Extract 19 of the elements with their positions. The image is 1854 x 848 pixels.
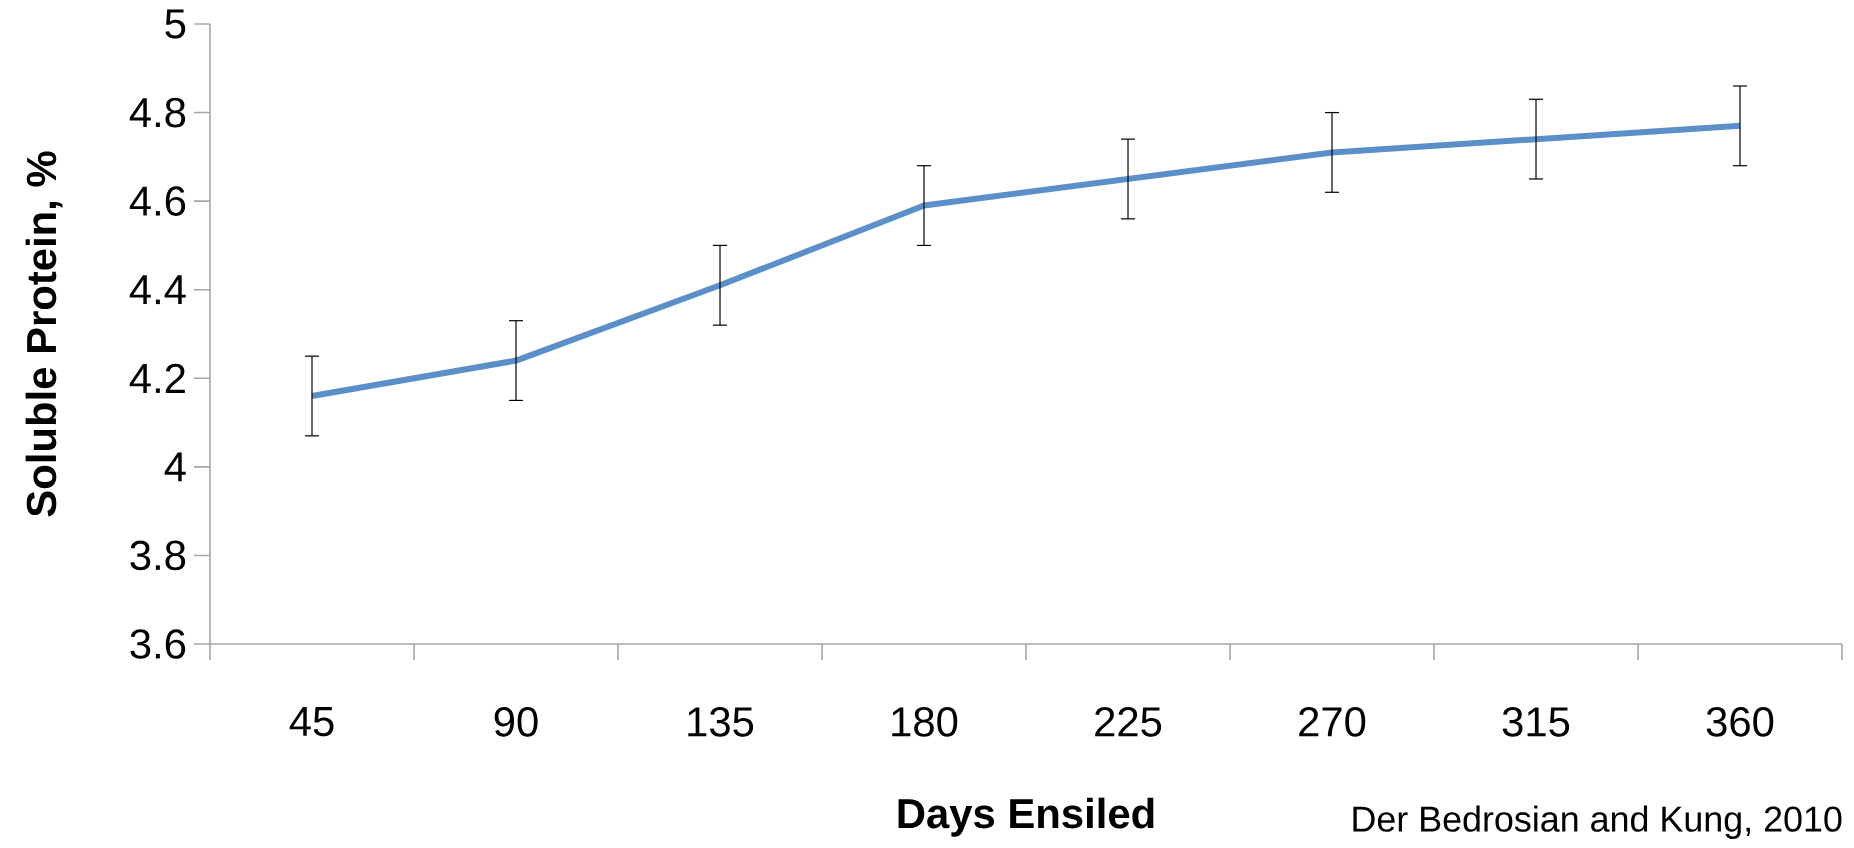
y-tick-label: 3.6	[130, 629, 186, 659]
y-tick-label: 4	[164, 452, 186, 482]
x-tick-label: 180	[892, 707, 958, 737]
x-tick-label: 270	[1299, 707, 1366, 737]
x-axis-title: Days Ensiled	[898, 797, 1154, 837]
y-tick-label: 3.8	[130, 540, 186, 571]
x-tick-label: 135	[688, 707, 754, 737]
y-tick-label: 4.6	[129, 186, 186, 216]
y-tick-label: 4.8	[129, 97, 186, 128]
y-tick-label: 5	[165, 9, 186, 39]
x-tick-label: 360	[1706, 707, 1774, 737]
y-tick-label: 4.4	[129, 275, 186, 305]
x-tick-label: 225	[1095, 707, 1162, 737]
y-tick-label: 4.2	[129, 363, 185, 393]
x-tick-label: 315	[1502, 707, 1570, 737]
x-tick-label: 45	[289, 707, 334, 737]
text: Der Bedrosian and Kung, 2010	[1353, 805, 1842, 839]
x-tick-label: 90	[494, 707, 538, 737]
y-axis-title: Soluble Protein, %	[25, 151, 63, 517]
